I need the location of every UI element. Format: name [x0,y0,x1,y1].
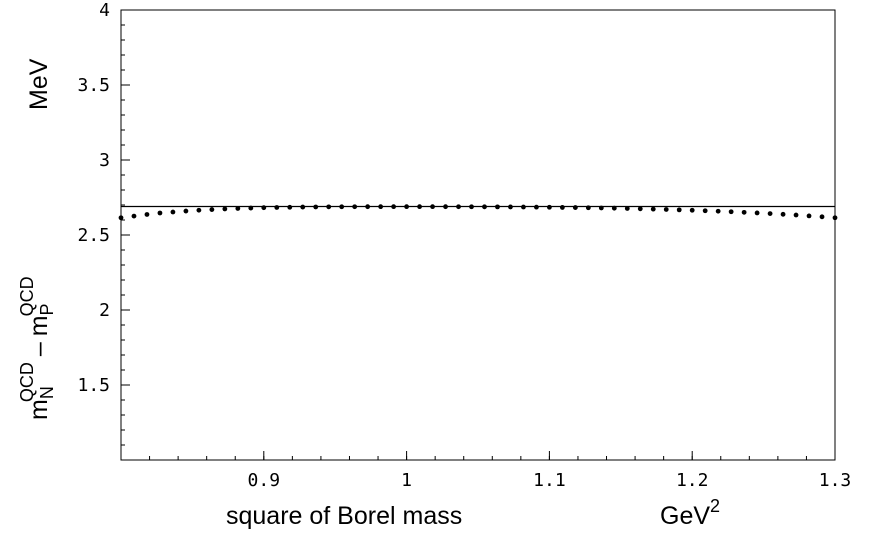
series-dot [404,204,409,210]
series-dot [585,205,591,211]
series-dot [131,213,137,219]
series-dot [534,204,539,210]
x-tick-label: 1.3 [819,470,852,491]
series-dot [118,215,124,221]
series-dot [144,212,150,217]
series-dot [702,208,708,214]
series-dot [741,209,747,215]
y-tick-label: 4 [99,0,110,21]
y-tick-label: 1.5 [77,375,110,396]
y-label-sup2: QCD [17,276,37,316]
series-dot [352,204,358,210]
series-dot [261,205,267,211]
y-axis-unit: MeV [25,58,53,110]
y-tick-label: 2.5 [77,225,110,246]
series-dot [456,204,461,210]
series-dot [222,206,228,212]
series-dot [287,204,293,210]
y-tick-label: 3 [99,150,110,171]
series-dot [300,204,306,210]
series-dot [495,204,500,210]
series-dot [313,204,319,210]
x-axis-unit: GeV2 [660,496,720,530]
x-tick-label: 0.9 [248,470,281,491]
series-dot [650,206,656,212]
series-dot [819,214,825,220]
minor-ticks [120,9,836,461]
series-dot [521,204,526,210]
x-unit-exponent: 2 [710,496,720,516]
series-dot [598,205,604,211]
series-dot [728,209,734,215]
series-dot [508,204,513,210]
series-dot [417,204,422,210]
x-tick-label: 1.1 [533,470,566,491]
series-dot [676,207,682,213]
series-dot [339,204,345,210]
series-layer [118,204,838,221]
series-dot [547,204,552,210]
x-tick-labels: 0.9 1 1.1 1.2 1.3 [248,470,852,491]
series-dot [611,205,617,211]
major-ticks [121,9,836,460]
y-tick-labels: 1.5 2 2.5 3 3.5 4 [77,0,110,396]
y-label-sup1: QCD [17,362,37,402]
x-axis-title: square of Borel mass [226,502,462,530]
y-label-operator: – [25,342,53,356]
y-tick-label: 2 [99,300,110,321]
series-dot [248,205,254,211]
series-dot [715,208,721,214]
series-dot [326,204,332,210]
series-dot [663,207,669,212]
series-dot [832,215,838,221]
x-tick-label: 1 [401,470,412,491]
series-dot [170,209,176,215]
y-label-sub2: P [37,303,57,315]
series-dot [689,207,695,213]
series-dot [157,210,163,216]
series-dot [391,204,397,210]
series-dot [559,205,565,210]
series-dot [482,204,487,210]
series-dot [183,208,189,214]
series-dot [274,205,280,210]
x-tick-label: 1.2 [676,470,709,491]
series-dot [469,204,474,210]
series-dot [637,206,643,212]
svg-text:MeV: MeV [25,58,53,110]
y-tick-label: 3.5 [77,75,110,96]
series-dot [767,211,773,217]
series-dot [780,211,786,217]
series-dot [572,205,578,210]
series-dot [196,207,202,213]
y-label-m2: m [25,315,53,336]
series-dot [378,204,384,210]
series-dot [754,210,760,216]
x-unit-base: GeV [660,502,710,530]
y-label-sub1: N [37,386,57,399]
series-dot [235,206,241,211]
series-dot [443,204,448,210]
series-dot [806,213,812,219]
y-label-m1: m [25,399,53,420]
svg-text:mNQCD–mPQCD: mNQCD–mPQCD [17,276,57,420]
series-dot [624,206,630,211]
series-dot [430,204,435,210]
series-dot [793,212,799,218]
y-axis-title: mNQCD–mPQCD [17,276,57,420]
plot-frame [120,9,836,461]
series-dot [209,207,215,212]
series-dot [365,204,371,210]
